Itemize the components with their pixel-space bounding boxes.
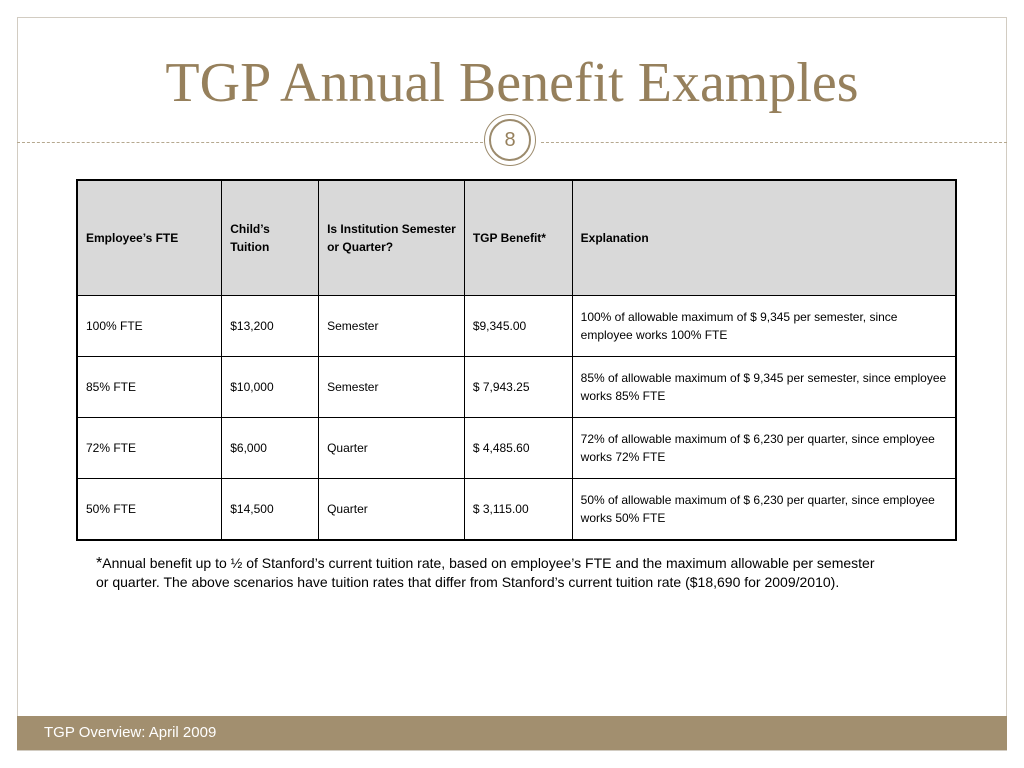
cell-term-type: Semester [318,295,465,357]
title-divider-left [17,142,483,143]
table-row: 72% FTE $6,000 Quarter $ 4,485.60 72% of… [76,417,957,479]
footer-bar: TGP Overview: April 2009 [17,716,1007,750]
cell-fte: 100% FTE [76,295,223,357]
header-semester-or-quarter: Is Institution Semester or Quarter? [318,179,465,296]
slide-number: 8 [489,119,531,161]
slide-number-badge: 8 [484,114,536,166]
cell-explanation: 100% of allowable maximum of $ 9,345 per… [571,295,957,357]
table-row: 85% FTE $10,000 Semester $ 7,943.25 85% … [76,356,957,418]
header-childs-tuition: Child’s Tuition [221,179,320,296]
slide-title: TGP Annual Benefit Examples [165,52,859,114]
table-row: 50% FTE $14,500 Quarter $ 3,115.00 50% o… [76,478,957,541]
cell-tuition: $13,200 [221,295,320,357]
cell-tuition: $10,000 [221,356,320,418]
header-tgp-benefit: TGP Benefit* [463,179,573,296]
cell-explanation: 50% of allowable maximum of $ 6,230 per … [571,478,957,541]
cell-term-type: Quarter [318,478,465,541]
header-employee-fte: Employee’s FTE [76,179,223,296]
cell-explanation: 72% of allowable maximum of $ 6,230 per … [571,417,957,479]
footnote: *Annual benefit up to ½ of Stanford’s cu… [96,554,886,592]
footnote-marker: * [96,555,103,572]
slide-frame [17,17,1007,751]
cell-tuition: $14,500 [221,478,320,541]
cell-benefit: $ 4,485.60 [463,417,573,479]
cell-tuition: $6,000 [221,417,320,479]
cell-explanation: 85% of allowable maximum of $ 9,345 per … [571,356,957,418]
table-row: 100% FTE $13,200 Semester $9,345.00 100%… [76,295,957,357]
cell-benefit: $9,345.00 [463,295,573,357]
cell-benefit: $ 3,115.00 [463,478,573,541]
cell-fte: 85% FTE [76,356,223,418]
title-divider-right [541,142,1007,143]
cell-term-type: Semester [318,356,465,418]
table-header-row: Employee’s FTE Child’s Tuition Is Instit… [76,179,957,296]
footer-text: TGP Overview: April 2009 [44,724,217,741]
cell-fte: 50% FTE [76,478,223,541]
benefit-examples-table: Employee’s FTE Child’s Tuition Is Instit… [76,179,957,541]
header-explanation: Explanation [571,179,957,296]
cell-fte: 72% FTE [76,417,223,479]
footnote-text: Annual benefit up to ½ of Stanford’s cur… [96,555,875,590]
cell-term-type: Quarter [318,417,465,479]
cell-benefit: $ 7,943.25 [463,356,573,418]
